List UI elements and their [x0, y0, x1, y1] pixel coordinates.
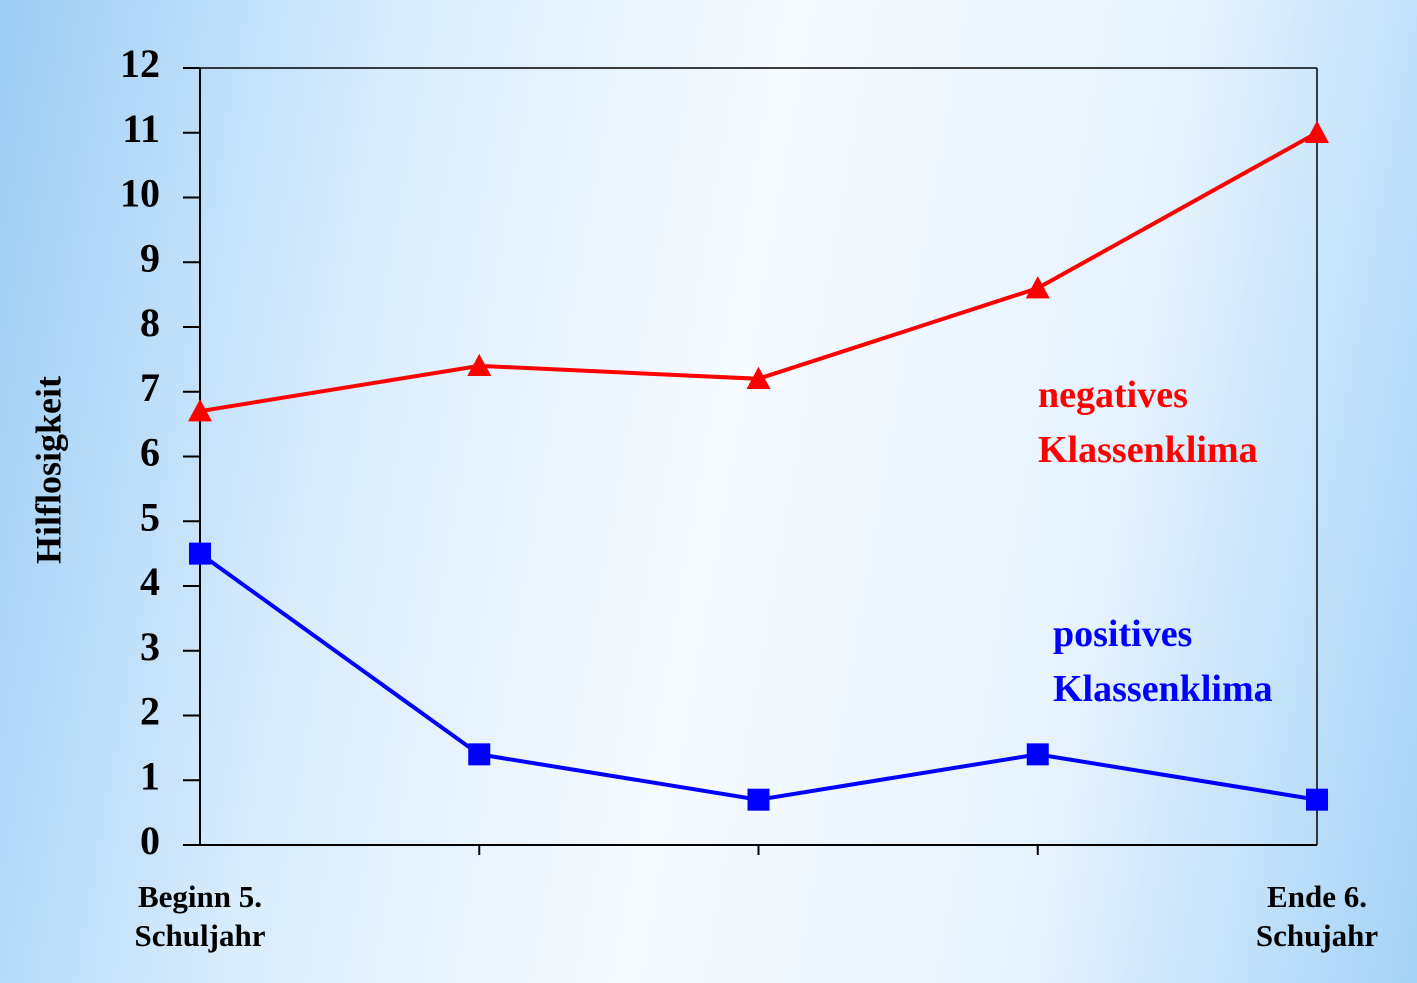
marker — [467, 353, 492, 377]
marker — [188, 399, 212, 422]
y-tick-label: 9 — [140, 235, 160, 280]
y-tick-label: 8 — [140, 300, 160, 345]
x-tick-label: Ende 6. Schujahr — [1255, 879, 1379, 953]
y-tick-label: 4 — [140, 559, 160, 604]
marker — [747, 788, 770, 811]
marker — [468, 743, 491, 766]
y-tick-label: 6 — [140, 430, 160, 475]
y-tick-label: 2 — [140, 689, 160, 734]
y-tick-label: 0 — [140, 818, 160, 863]
y-axis-label: Hilflosigkeit — [28, 376, 68, 564]
y-tick-label: 5 — [140, 494, 160, 539]
marker — [1306, 788, 1328, 811]
y-tick-label: 1 — [140, 753, 160, 798]
x-tick-label: Beginn 5. Schuljahr — [134, 879, 266, 953]
marker — [189, 542, 211, 565]
y-tick-label: 12 — [120, 41, 160, 86]
marker — [746, 366, 771, 389]
y-tick-label: 7 — [140, 365, 160, 410]
y-tick-label: 10 — [120, 171, 160, 216]
marker — [1025, 276, 1050, 299]
marker — [1026, 743, 1049, 766]
marker — [1305, 120, 1329, 143]
y-tick-label: 11 — [122, 106, 160, 151]
legend-label: negatives Klassenklima — [1038, 374, 1258, 472]
y-tick-label: 3 — [140, 624, 160, 669]
legend-label: positives Klassenklima — [1053, 613, 1273, 711]
